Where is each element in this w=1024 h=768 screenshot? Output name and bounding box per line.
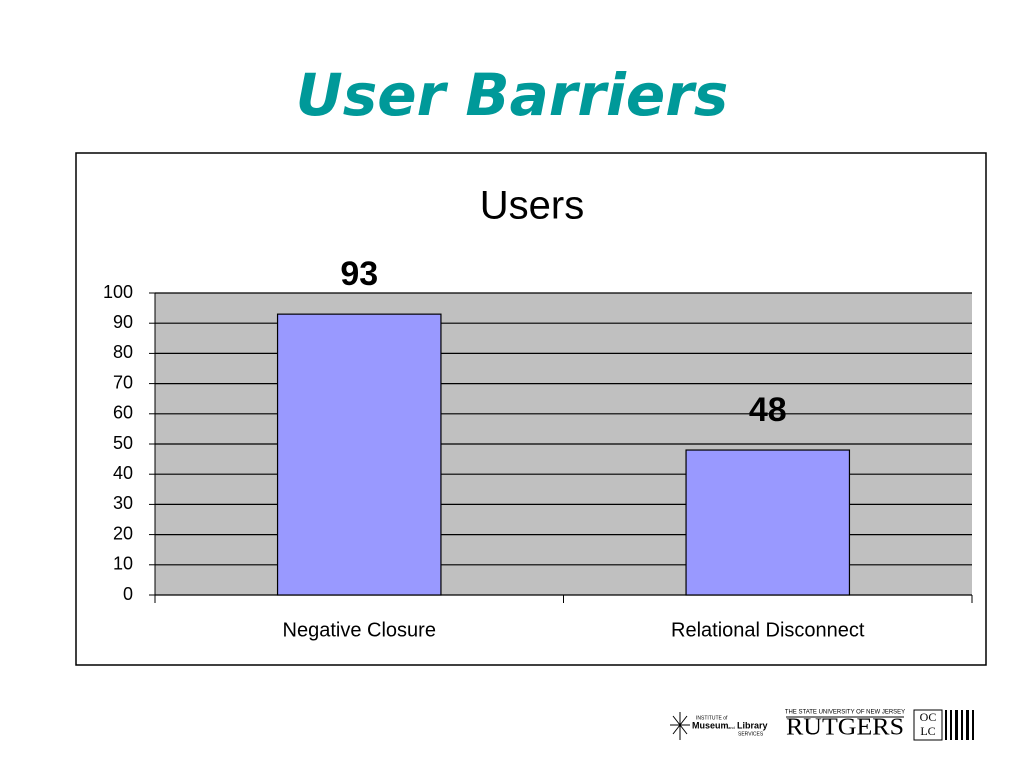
logo-text: RUTGERS [786,715,904,741]
y-tick-label: 80 [113,342,133,362]
y-tick-label: 60 [113,403,133,423]
imls-icon [670,712,690,740]
logos: INSTITUTE of Museum and Library SERVICES… [670,709,974,741]
data-label: 93 [340,255,378,293]
x-tick-label: Negative Closure [283,619,436,641]
logo-text: SERVICES [738,731,764,737]
logo-text: OC [920,710,937,724]
bar [276,313,442,596]
chart-title: Users [480,184,584,228]
plot-area: 0 10 20 30 40 50 60 70 80 90 100 Negative Closure 93… [103,255,973,641]
bar [685,449,851,596]
logo-text: Museum [692,720,729,730]
y-tick-label: 40 [113,463,133,483]
y-tick-label: 70 [113,372,133,392]
y-tick-label: 10 [113,554,133,574]
y-tick-label: 50 [113,433,133,453]
x-tick-label: Relational Disconnect [671,619,865,641]
y-tick-label: 90 [113,312,133,332]
oclc-box [913,709,943,741]
logo-text: LC [920,724,935,738]
logo-text: Library [737,720,768,730]
y-tick-label: 100 [103,282,133,302]
y-tick-label: 30 [113,493,133,513]
data-label: 48 [749,391,787,429]
logo-text: INSTITUTE of [696,715,728,721]
slide-title: User Barriers [296,61,729,129]
y-tick-label: 0 [123,584,133,604]
logo-text: and [728,725,735,730]
oclc-bars [945,710,974,740]
y-tick-label: 20 [113,523,133,543]
logo-text: THE STATE UNIVERSITY OF NEW JERSEY [785,710,905,716]
